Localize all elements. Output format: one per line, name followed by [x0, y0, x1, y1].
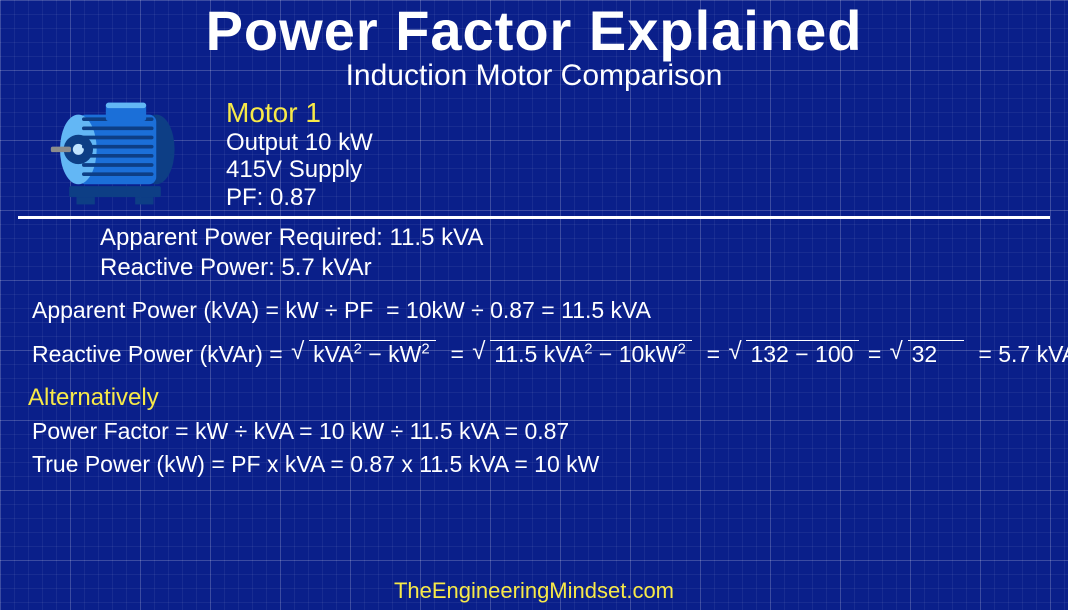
- spec-output: Output 10 kW: [226, 129, 373, 157]
- calc-reactive-result: = 5.7 kVAr: [978, 341, 1068, 367]
- calc-apparent-result: = 11.5 kVA: [541, 297, 651, 323]
- calc-apparent-lhs: Apparent Power (kVA) = kW ÷ PF: [32, 297, 373, 323]
- subtitle: Induction Motor Comparison: [0, 59, 1068, 93]
- sqrt-formula-3: 132 − 100: [728, 340, 859, 369]
- summary-block: Apparent Power Required: 11.5 kVA Reacti…: [0, 223, 1068, 283]
- motor-icon: [40, 99, 190, 209]
- sqrt-formula-2: 11.5 kVA2 − 10kW2: [472, 340, 692, 369]
- sqrt-formula-1: kVA2 − kW2: [291, 340, 436, 369]
- sqrt-formula-4: 32: [890, 340, 964, 369]
- spec-pf: PF: 0.87: [226, 184, 373, 212]
- calc-apparent: Apparent Power (kVA) = kW ÷ PF = 10kW ÷ …: [0, 297, 1068, 324]
- alt-line-1: Power Factor = kW ÷ kVA = 10 kW ÷ 11.5 k…: [0, 418, 1068, 445]
- footer-credit: TheEngineeringMindset.com: [0, 578, 1068, 604]
- motor-name: Motor 1: [226, 97, 373, 129]
- main-title: Power Factor Explained: [0, 0, 1068, 61]
- spec-supply: 415V Supply: [226, 156, 373, 184]
- calc-reactive-lhs: Reactive Power (kVAr) =: [32, 341, 283, 367]
- calc-apparent-step: = 10kW ÷ 0.87: [386, 297, 535, 323]
- alt-heading: Alternatively: [0, 384, 1068, 412]
- calc-reactive: Reactive Power (kVAr) = kVA2 − kW2 = 11.…: [0, 340, 1068, 369]
- divider: [18, 216, 1050, 219]
- motor-block: Motor 1 Output 10 kW 415V Supply PF: 0.8…: [0, 97, 1068, 212]
- summary-apparent: Apparent Power Required: 11.5 kVA: [100, 223, 1068, 253]
- motor-specs: Motor 1 Output 10 kW 415V Supply PF: 0.8…: [226, 97, 373, 212]
- summary-reactive: Reactive Power: 5.7 kVAr: [100, 253, 1068, 283]
- alt-line-2: True Power (kW) = PF x kVA = 0.87 x 11.5…: [0, 451, 1068, 478]
